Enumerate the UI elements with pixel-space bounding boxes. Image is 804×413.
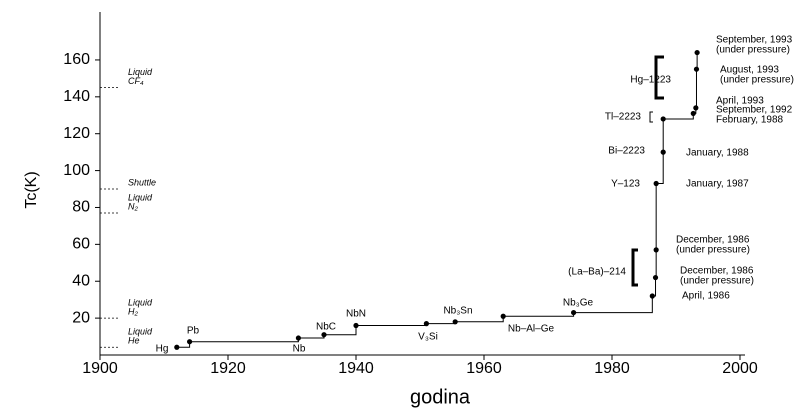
point — [452, 319, 458, 325]
date-label: December, 1986 — [680, 266, 754, 277]
reference-label: N₂ — [128, 201, 138, 211]
point — [693, 66, 700, 72]
date-label: (under pressure) — [720, 75, 794, 86]
point — [500, 313, 506, 319]
x-tick-label: 1960 — [466, 360, 502, 377]
material-label: Nb — [293, 344, 306, 355]
material-label: Nb₃Sn — [443, 306, 472, 317]
date-label: January, 1988 — [686, 148, 749, 159]
material-label: Tl–2223 — [605, 112, 642, 123]
step-line — [176, 52, 698, 348]
material-label: V₃Si — [418, 332, 438, 343]
y-tick-label: 40 — [72, 272, 90, 289]
material-label: Nb₃Ge — [563, 298, 594, 309]
bracket — [654, 55, 664, 100]
y-tick-label: 120 — [63, 125, 90, 142]
point — [660, 149, 666, 155]
material-label: NbN — [346, 309, 366, 320]
x-tick-label: 1980 — [594, 360, 630, 377]
x-tick-label: 1900 — [82, 360, 118, 377]
x-axis-label: godina — [410, 386, 471, 408]
point — [653, 180, 659, 187]
reference-label: H₂ — [128, 306, 138, 316]
material-label: Hg–1223 — [630, 75, 671, 86]
material-label: Y–123 — [611, 179, 640, 190]
point — [649, 293, 655, 299]
date-label: February, 1988 — [716, 115, 784, 126]
material-label: Bi–2223 — [608, 146, 645, 157]
bracket — [649, 111, 653, 123]
y-tick-label: 160 — [63, 51, 90, 68]
point — [353, 322, 359, 329]
point — [690, 110, 696, 117]
point — [652, 274, 659, 281]
y-tick-label: 20 — [72, 309, 90, 326]
x-tick-label: 1920 — [210, 360, 246, 377]
reference-label: Shuttle — [128, 177, 156, 187]
x-tick-label: 1940 — [338, 360, 374, 377]
date-label: January, 1987 — [686, 179, 749, 190]
point — [321, 332, 327, 338]
bracket — [631, 248, 638, 287]
y-tick-label: 100 — [63, 162, 90, 179]
date-label: (under pressure) — [716, 45, 790, 56]
y-axis-label: Tc(K) — [23, 171, 40, 208]
point — [423, 321, 429, 327]
date-label: December, 1986 — [676, 235, 750, 246]
material-label: NbC — [316, 322, 336, 333]
point — [653, 247, 659, 253]
point — [187, 339, 193, 345]
date-label: (under pressure) — [676, 245, 750, 256]
y-tick-label: 140 — [63, 88, 90, 105]
date-label: September, 1992 — [716, 105, 793, 116]
point — [571, 309, 577, 316]
point — [693, 105, 699, 111]
date-label: (under pressure) — [680, 276, 754, 287]
reference-label: Liquid — [128, 192, 153, 202]
point — [295, 335, 301, 341]
material-label: Hg — [156, 344, 169, 355]
material-label: (La–Ba)–214 — [568, 267, 626, 278]
date-label: August, 1993 — [720, 65, 779, 76]
point — [174, 344, 180, 350]
material-label: Nb–Al–Ge — [508, 324, 555, 335]
reference-label: Liquid — [128, 67, 153, 77]
date-label: September, 1993 — [716, 35, 793, 46]
reference-label: Liquid — [128, 297, 153, 307]
y-tick-label: 60 — [72, 236, 90, 253]
date-label: April, 1993 — [716, 96, 764, 107]
point — [660, 116, 666, 122]
reference-label: He — [128, 336, 140, 346]
x-tick-label: 2000 — [722, 360, 758, 377]
date-label: April, 1986 — [682, 291, 730, 302]
reference-label: CF₄ — [128, 76, 144, 86]
material-label: Pb — [187, 326, 200, 337]
y-tick-label: 80 — [72, 199, 90, 216]
point — [694, 49, 700, 56]
reference-label: Liquid — [128, 327, 153, 337]
